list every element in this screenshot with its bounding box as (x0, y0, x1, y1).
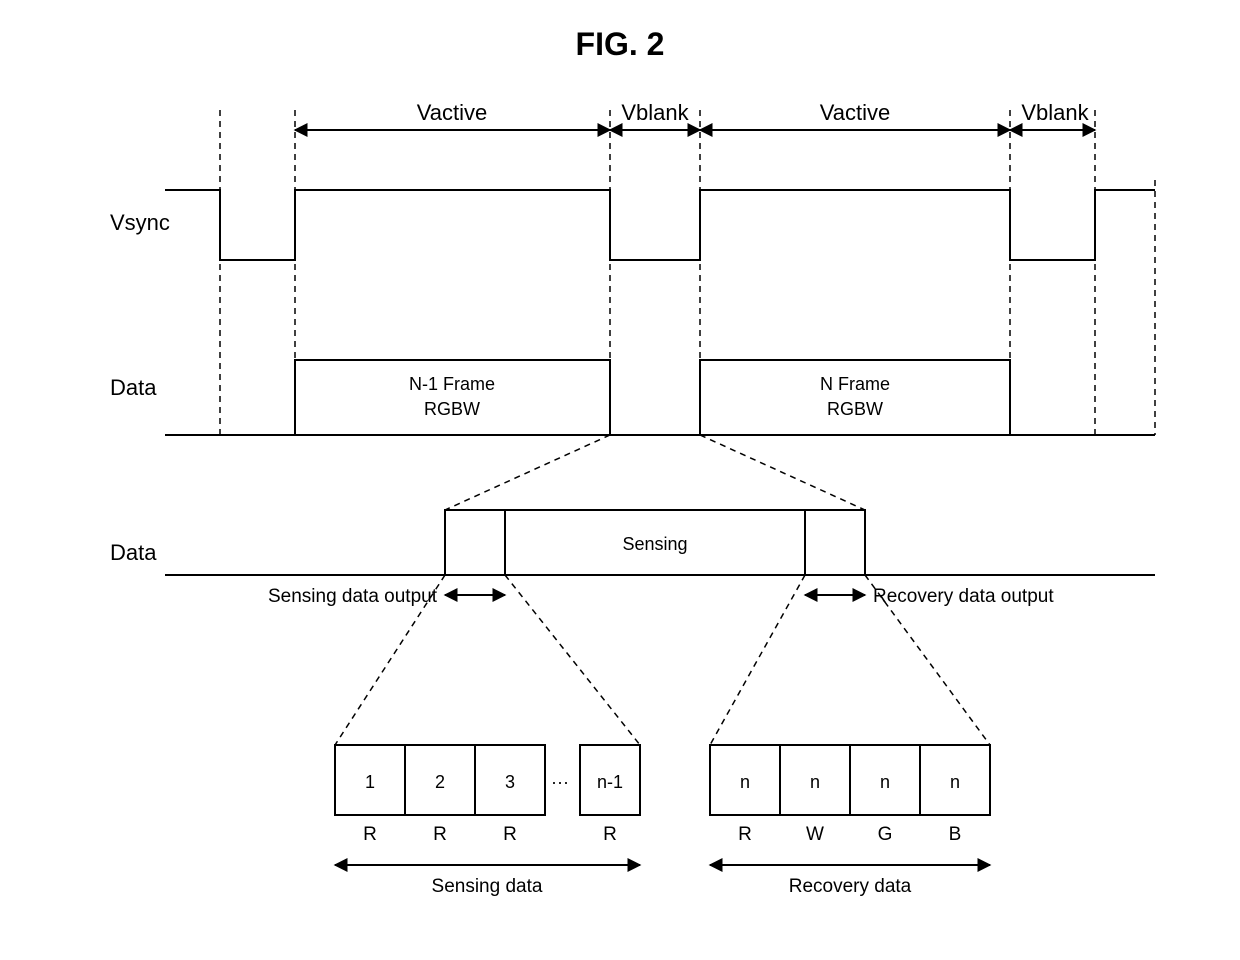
svg-text:Vblank: Vblank (621, 100, 689, 125)
svg-text:R: R (738, 824, 752, 845)
svg-text:3: 3 (505, 772, 515, 792)
svg-text:Sensing data: Sensing data (432, 876, 543, 897)
svg-text:Vactive: Vactive (417, 100, 488, 125)
svg-text:Recovery data: Recovery data (789, 876, 912, 897)
svg-text:W: W (806, 824, 824, 845)
svg-text:N Frame: N Frame (820, 374, 890, 394)
svg-text:N-1 Frame: N-1 Frame (409, 374, 495, 394)
svg-text:R: R (433, 824, 447, 845)
top-intervals: Vactive Vblank Vactive Vblank (295, 100, 1095, 130)
sensing-output-arrow: Sensing data output (268, 586, 505, 607)
svg-text:n: n (810, 772, 820, 792)
svg-text:n: n (880, 772, 890, 792)
svg-text:n: n (950, 772, 960, 792)
svg-text:2: 2 (435, 772, 445, 792)
frame-n-box: N Frame RGBW (700, 360, 1010, 435)
svg-text:RGBW: RGBW (424, 399, 480, 419)
svg-text:R: R (603, 824, 617, 845)
recovery-output-arrow: Recovery data output (805, 586, 1054, 607)
recovery-cells: n R n W n G n B (710, 745, 990, 845)
figure-title: FIG. 2 (576, 26, 665, 62)
svg-text:n-1: n-1 (597, 772, 623, 792)
data2-label: Data (110, 540, 157, 565)
data2-boxes: Sensing (445, 510, 865, 575)
svg-text:Sensing: Sensing (622, 534, 687, 554)
svg-text:RGBW: RGBW (827, 399, 883, 419)
svg-text:G: G (878, 824, 893, 845)
svg-text:···: ··· (551, 772, 569, 792)
data1-label: Data (110, 375, 157, 400)
sensing-span: Sensing data (335, 865, 640, 897)
frame-n1-box: N-1 Frame RGBW (295, 360, 610, 435)
svg-text:Vblank: Vblank (1021, 100, 1089, 125)
svg-text:n: n (740, 772, 750, 792)
vsync-waveform (165, 190, 1155, 260)
svg-text:R: R (363, 824, 377, 845)
vsync-label: Vsync (110, 210, 170, 235)
svg-text:B: B (949, 824, 962, 845)
svg-text:1: 1 (365, 772, 375, 792)
sensing-cells: 1 R 2 R 3 R ··· n-1 R (335, 745, 640, 845)
zoom-lines-1 (445, 435, 865, 510)
svg-text:Vactive: Vactive (820, 100, 891, 125)
svg-text:R: R (503, 824, 517, 845)
svg-text:Sensing data output: Sensing data output (268, 586, 438, 607)
recovery-span: Recovery data (710, 865, 990, 897)
svg-text:Recovery data output: Recovery data output (873, 586, 1054, 607)
